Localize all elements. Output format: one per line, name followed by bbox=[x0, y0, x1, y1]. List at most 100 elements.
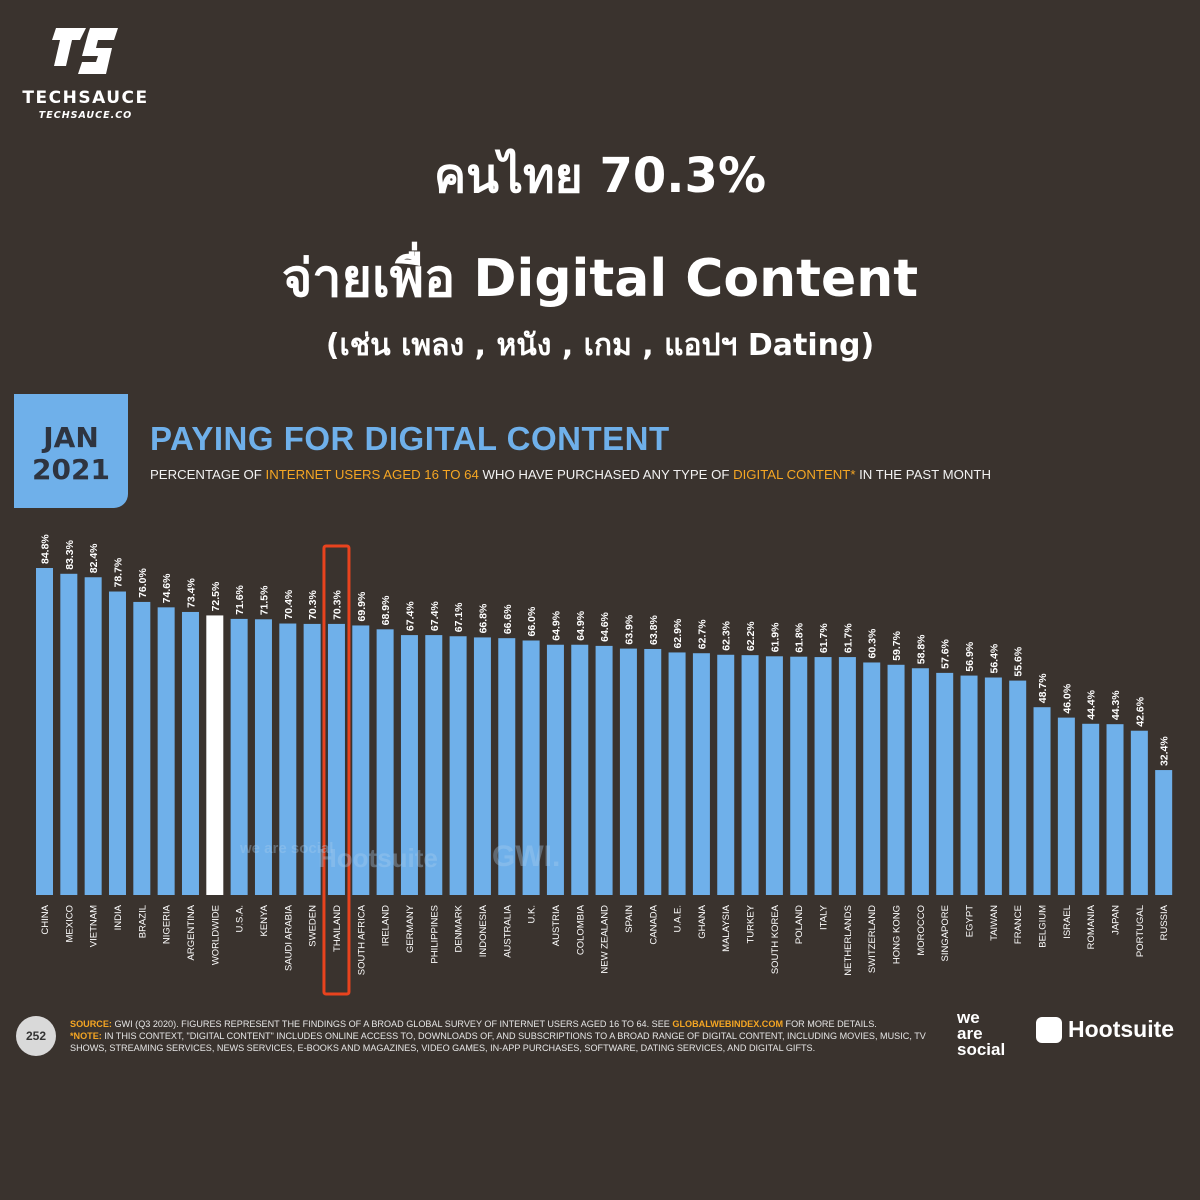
category-label-denmark: DENMARK bbox=[454, 904, 465, 952]
category-label-belgium: BELGIUM bbox=[1038, 905, 1049, 948]
category-label-mexico: MEXICO bbox=[64, 905, 75, 942]
value-label-saudi-arabia: 70.4% bbox=[283, 589, 295, 619]
bar-indonesia bbox=[473, 637, 491, 895]
category-label-u-k: U.K. bbox=[527, 905, 538, 923]
bar-israel bbox=[1057, 717, 1075, 895]
source-footnote: SOURCE: GWI (Q3 2020). FIGURES REPRESENT… bbox=[70, 1018, 930, 1054]
owl-icon bbox=[1036, 1016, 1062, 1043]
value-label-u-a-e: 62.9% bbox=[672, 618, 684, 648]
value-label-brazil: 76.0% bbox=[137, 567, 149, 597]
source-label: SOURCE: bbox=[70, 1019, 112, 1029]
category-label-south-korea: SOUTH KOREA bbox=[770, 904, 781, 974]
value-label-morocco: 58.8% bbox=[915, 634, 927, 664]
value-label-indonesia: 66.8% bbox=[477, 603, 489, 633]
value-label-mexico: 83.3% bbox=[64, 539, 76, 569]
value-label-russia: 32.4% bbox=[1159, 736, 1171, 766]
bar-nigeria bbox=[157, 607, 175, 895]
category-label-austria: AUSTRIA bbox=[551, 904, 562, 946]
value-label-egypt: 56.9% bbox=[964, 641, 976, 671]
category-label-argentina: ARGENTINA bbox=[186, 904, 197, 960]
category-label-egypt: EGYPT bbox=[965, 905, 976, 937]
subtitle-part-3: IN THE PAST MONTH bbox=[855, 467, 992, 482]
value-label-australia: 66.6% bbox=[502, 604, 514, 634]
bar-kenya bbox=[254, 619, 272, 895]
value-label-hong-kong: 59.7% bbox=[891, 630, 903, 660]
category-label-saudi-arabia: SAUDI ARABIA bbox=[283, 904, 294, 971]
bar-south-africa bbox=[352, 625, 370, 895]
bar-austria bbox=[546, 644, 564, 895]
category-label-japan: JAPAN bbox=[1111, 905, 1122, 935]
subtitle-part-1: PERCENTAGE OF bbox=[150, 467, 266, 482]
chart-subtitle: PERCENTAGE OF INTERNET USERS AGED 16 TO … bbox=[150, 467, 991, 482]
category-label-israel: ISRAEL bbox=[1062, 905, 1073, 939]
watermark-hootsuite: Hootsuite bbox=[318, 843, 438, 873]
value-label-south-korea: 61.9% bbox=[769, 622, 781, 652]
value-label-new-zealand: 64.6% bbox=[599, 611, 611, 641]
category-label-france: FRANCE bbox=[1013, 905, 1024, 944]
techsauce-ts-logo-icon bbox=[51, 28, 118, 74]
bar-taiwan bbox=[984, 677, 1002, 895]
category-label-u-s-a: U.S.A. bbox=[235, 905, 246, 932]
brand-name: TECHSAUCE bbox=[22, 88, 149, 108]
category-label-portugal: PORTUGAL bbox=[1135, 905, 1146, 957]
category-label-worldwide: WORLDWIDE bbox=[210, 905, 221, 965]
bar-singapore bbox=[936, 672, 954, 895]
category-label-india: INDIA bbox=[113, 904, 124, 930]
value-label-vietnam: 82.4% bbox=[88, 543, 100, 573]
bar-colombia bbox=[571, 644, 589, 895]
category-label-taiwan: TAIWAN bbox=[989, 905, 1000, 941]
bar-australia bbox=[498, 638, 516, 895]
bar-south-korea bbox=[765, 656, 783, 895]
note-label: *NOTE: bbox=[70, 1031, 102, 1041]
headline-line-1: คนไทย 70.3% bbox=[433, 148, 767, 204]
date-month: JAN bbox=[43, 421, 99, 454]
category-label-poland: POLAND bbox=[794, 905, 805, 944]
category-label-germany: GERMANY bbox=[405, 904, 416, 953]
subtitle-highlight-1: INTERNET USERS AGED 16 TO 64 bbox=[265, 467, 479, 482]
value-label-romania: 44.4% bbox=[1086, 689, 1098, 719]
bar-italy bbox=[814, 657, 832, 895]
category-label-australia: AUSTRALIA bbox=[502, 904, 513, 957]
value-label-netherlands: 61.7% bbox=[842, 623, 854, 653]
subtitle-part-2: WHO HAVE PURCHASED ANY TYPE OF bbox=[478, 467, 734, 482]
page-number: 252 bbox=[16, 1016, 56, 1056]
value-label-israel: 46.0% bbox=[1061, 683, 1073, 713]
highlight-box-thailand bbox=[322, 544, 351, 996]
note-text: IN THIS CONTEXT, "DIGITAL CONTENT" INCLU… bbox=[70, 1031, 926, 1053]
value-label-philippines: 67.4% bbox=[429, 601, 441, 631]
bar-germany bbox=[400, 635, 418, 895]
bar-switzerland bbox=[863, 662, 881, 895]
value-label-canada: 63.8% bbox=[648, 615, 660, 645]
bar-mexico bbox=[60, 573, 78, 895]
value-label-turkey: 62.2% bbox=[745, 621, 757, 651]
subtitle-highlight-2: DIGITAL CONTENT* bbox=[733, 467, 856, 482]
bar-vietnam bbox=[84, 577, 102, 895]
bar-malaysia bbox=[717, 654, 735, 895]
source-end: FOR MORE DETAILS. bbox=[783, 1019, 877, 1029]
category-label-philippines: PHILIPPINES bbox=[429, 905, 440, 964]
bar-spain bbox=[619, 648, 637, 895]
value-label-thailand: 70.3% bbox=[331, 589, 343, 619]
bar-morocco bbox=[911, 668, 929, 895]
source-link: GLOBALWEBINDEX.COM bbox=[672, 1019, 784, 1029]
value-label-denmark: 67.1% bbox=[453, 602, 465, 632]
value-label-worldwide: 72.5% bbox=[210, 581, 222, 611]
we-are-social-logo: we are social bbox=[957, 1009, 1006, 1059]
bar-belgium bbox=[1033, 707, 1051, 895]
category-label-china: CHINA bbox=[40, 904, 51, 934]
category-label-kenya: KENYA bbox=[259, 904, 270, 936]
bar-ireland bbox=[376, 629, 394, 895]
bar-china bbox=[36, 568, 53, 895]
category-label-ghana: GHANA bbox=[697, 904, 708, 938]
category-label-ireland: IRELAND bbox=[381, 905, 392, 946]
value-label-singapore: 57.6% bbox=[940, 638, 952, 668]
value-label-japan: 44.3% bbox=[1110, 690, 1122, 720]
bar-portugal bbox=[1130, 730, 1148, 895]
value-label-ghana: 62.7% bbox=[696, 619, 708, 649]
category-label-colombia: COLOMBIA bbox=[575, 904, 586, 955]
value-label-sweden: 70.3% bbox=[307, 589, 319, 619]
weare-line-3: social bbox=[957, 1040, 1006, 1059]
bar-turkey bbox=[741, 655, 759, 895]
bar-worldwide bbox=[206, 615, 224, 895]
hootsuite-logo: Hootsuite bbox=[1036, 1016, 1174, 1043]
